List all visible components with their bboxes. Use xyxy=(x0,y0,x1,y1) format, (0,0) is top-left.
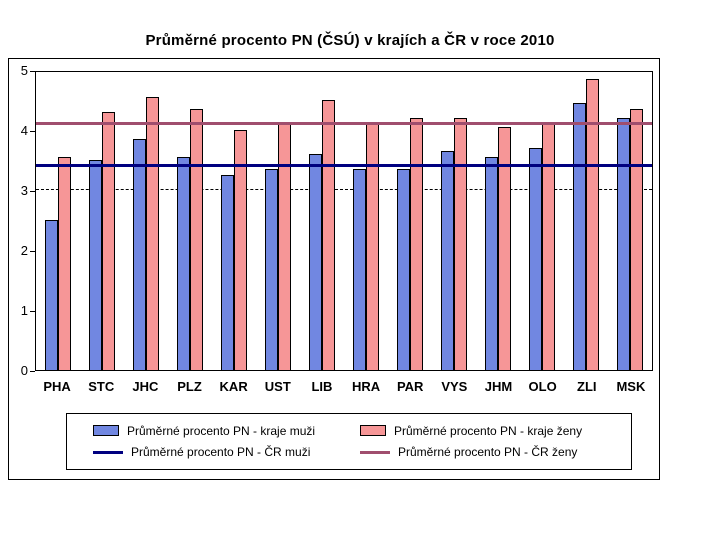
x-label-par: PAR xyxy=(396,379,424,394)
x-label-jhc: JHC xyxy=(132,379,159,394)
x-label-stc: STC xyxy=(88,379,115,394)
bar-group-pha xyxy=(45,157,71,370)
bar-jhc-zeny xyxy=(146,97,159,370)
ref-line-cr-zeny xyxy=(36,122,652,125)
y-tick-mark-0 xyxy=(30,371,35,372)
bar-kar-zeny xyxy=(234,130,247,370)
bar-stc-zeny xyxy=(102,112,115,370)
y-tick-mark-4 xyxy=(30,131,35,132)
bar-jhc-muzi xyxy=(133,139,146,370)
legend-swatch-line xyxy=(93,450,123,454)
legend-item-kraje-zeny: Průměrné procento PN - kraje ženy xyxy=(360,424,627,438)
x-label-msk: MSK xyxy=(616,379,646,394)
legend-label: Průměrné procento PN - kraje ženy xyxy=(394,423,583,438)
bar-group-lib xyxy=(309,100,335,370)
gridline-dashed-3 xyxy=(36,189,652,190)
y-tick-label-4: 4 xyxy=(20,123,28,138)
x-label-lib: LIB xyxy=(311,379,333,394)
bar-group-hra xyxy=(353,124,379,370)
bar-ust-muzi xyxy=(265,169,278,370)
bar-msk-zeny xyxy=(630,109,643,370)
x-label-hra: HRA xyxy=(351,379,381,394)
bar-plz-muzi xyxy=(177,157,190,370)
y-tick-label-0: 0 xyxy=(20,363,28,378)
plot-area xyxy=(35,71,653,371)
x-label-vys: VYS xyxy=(441,379,468,394)
bar-group-par xyxy=(397,118,423,370)
bar-lib-muzi xyxy=(309,154,322,370)
bar-pha-muzi xyxy=(45,220,58,370)
bar-vys-muzi xyxy=(441,151,454,370)
bar-olo-zeny xyxy=(542,124,555,370)
bar-group-stc xyxy=(89,112,115,370)
bar-group-kar xyxy=(221,130,247,370)
bar-par-muzi xyxy=(397,169,410,370)
bar-jhm-muzi xyxy=(485,157,498,370)
bar-hra-zeny xyxy=(366,124,379,370)
x-label-olo: OLO xyxy=(528,379,557,394)
legend-label: Průměrné procento PN - kraje muži xyxy=(127,423,316,438)
bar-kar-muzi xyxy=(221,175,234,370)
legend-label: Průměrné procento PN - ČR muži xyxy=(131,445,311,460)
bar-ust-zeny xyxy=(278,124,291,370)
bar-vys-zeny xyxy=(454,118,467,370)
bar-group-msk xyxy=(617,109,643,370)
y-tick-mark-1 xyxy=(30,311,35,312)
bar-pha-zeny xyxy=(58,157,71,370)
legend-item-kraje-muzi: Průměrné procento PN - kraje muži xyxy=(93,424,360,438)
x-label-kar: KAR xyxy=(219,379,248,394)
bar-msk-muzi xyxy=(617,118,630,370)
x-label-plz: PLZ xyxy=(177,379,202,394)
bar-group-ust xyxy=(265,124,291,370)
bar-groups xyxy=(36,72,652,370)
y-tick-label-5: 5 xyxy=(20,63,28,78)
legend-item-cr-zeny: Průměrné procento PN - ČR ženy xyxy=(360,445,627,459)
x-label-jhm: JHM xyxy=(484,379,513,394)
bar-zli-zeny xyxy=(586,79,599,370)
ref-line-cr-muzi xyxy=(36,164,652,167)
chart-title: Průměrné procento PN (ČSÚ) v krajích a Č… xyxy=(145,32,555,49)
x-label-ust: UST xyxy=(264,379,291,394)
legend: Průměrné procento PN - kraje muži Průměrn… xyxy=(66,413,632,470)
bar-stc-muzi xyxy=(89,160,102,370)
bar-group-vys xyxy=(441,118,467,370)
y-tick-mark-5 xyxy=(30,71,35,72)
legend-swatch-line xyxy=(360,450,390,454)
bar-hra-muzi xyxy=(353,169,366,370)
bar-par-zeny xyxy=(410,118,423,370)
x-axis-labels: PHA STC JHC PLZ KAR UST LIB HRA PAR VYS JHM OLO ZLI M… xyxy=(35,379,653,394)
chart-frame: PHA STC JHC PLZ KAR UST LIB HRA PAR VYS JHM OLO ZLI M… xyxy=(8,58,660,480)
y-tick-label-1: 1 xyxy=(20,303,28,318)
x-label-pha: PHA xyxy=(43,379,71,394)
bar-zli-muzi xyxy=(573,103,586,370)
legend-swatch-box xyxy=(360,425,386,437)
legend-item-cr-muzi: Průměrné procento PN - ČR muži xyxy=(93,445,360,459)
bar-lib-zeny xyxy=(322,100,335,370)
bar-group-jhm xyxy=(485,127,511,370)
y-tick-mark-3 xyxy=(30,191,35,192)
bar-olo-muzi xyxy=(529,148,542,370)
bar-plz-zeny xyxy=(190,109,203,370)
x-label-zli: ZLI xyxy=(577,379,597,394)
bar-group-plz xyxy=(177,109,203,370)
legend-swatch-box xyxy=(93,425,119,437)
bar-group-zli xyxy=(573,79,599,370)
bar-jhm-zeny xyxy=(498,127,511,370)
y-tick-label-3: 3 xyxy=(20,183,28,198)
y-tick-mark-2 xyxy=(30,251,35,252)
legend-label: Průměrné procento PN - ČR ženy xyxy=(398,445,578,460)
bar-group-olo xyxy=(529,124,555,370)
y-tick-label-2: 2 xyxy=(20,243,28,258)
bar-group-jhc xyxy=(133,97,159,370)
